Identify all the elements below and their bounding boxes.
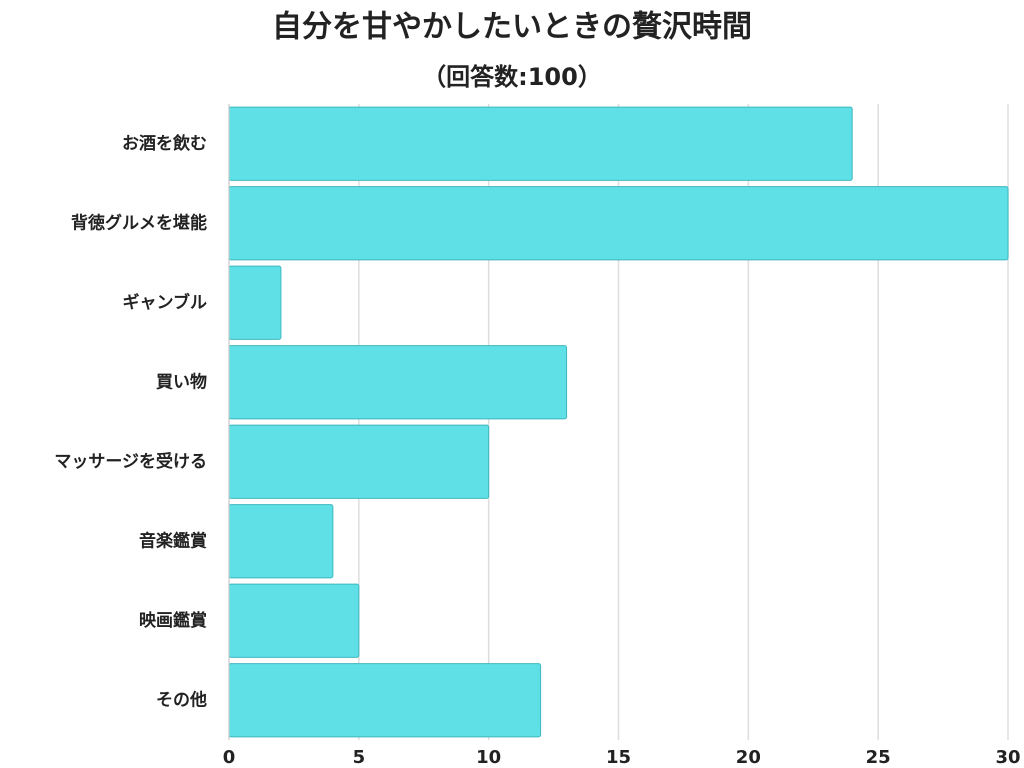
x-tick-label: 10 [476, 747, 501, 768]
x-tick-label: 20 [736, 747, 761, 768]
bar [228, 265, 282, 340]
y-tick-label: ギャンブル [123, 292, 208, 313]
x-tick-label: 0 [223, 747, 236, 768]
x-tick-label: 15 [606, 747, 631, 768]
y-tick-label: その他 [156, 689, 207, 710]
x-tick-label: 5 [353, 747, 366, 768]
x-tick-label: 25 [866, 747, 891, 768]
bar [228, 345, 568, 420]
y-tick-label: 買い物 [156, 371, 207, 392]
chart-subtitle: （回答数:100） [422, 63, 602, 91]
y-tick-label: 映画鑑賞 [139, 610, 207, 631]
bar [228, 424, 490, 499]
bar [228, 583, 360, 658]
bar [228, 106, 853, 181]
chart-title: 自分を甘やかしたいときの贅沢時間 [272, 10, 752, 45]
y-tick-label: 音楽鑑賞 [139, 530, 207, 551]
x-tick-label: 30 [995, 747, 1020, 768]
bar [228, 186, 1009, 261]
y-tick-label: マッサージを受ける [54, 451, 207, 472]
y-tick-label: お酒を飲む [122, 133, 207, 154]
y-tick-label: 背徳グルメを堪能 [71, 212, 207, 233]
bar [228, 663, 542, 738]
bar [228, 504, 334, 579]
